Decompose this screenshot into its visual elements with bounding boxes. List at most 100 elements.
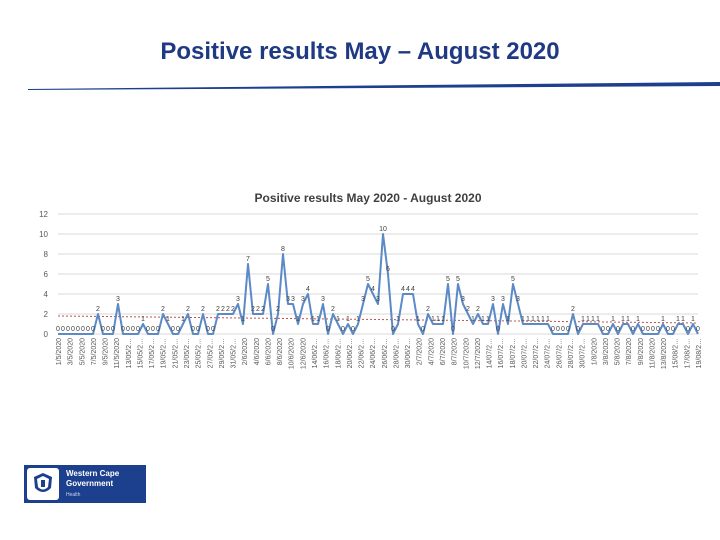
x-tick-label: 24/06/2… (370, 338, 377, 368)
data-label: 1 (166, 316, 170, 323)
logo-text-line2: Government (66, 479, 114, 488)
trendline-path (57, 315, 699, 324)
x-tick-label: 14/07/2… (487, 338, 494, 368)
x-tick-label: 1/5/2020 (56, 338, 63, 365)
x-tick-label: 20/07/2… (521, 338, 528, 368)
data-label: 3 (236, 296, 240, 303)
data-label: 1 (691, 316, 695, 323)
data-label: 3 (361, 296, 365, 303)
data-label: 0 (206, 326, 210, 333)
data-label: 0 (561, 326, 565, 333)
data-label: 0 (671, 326, 675, 333)
data-label: 2 (476, 306, 480, 313)
x-tick-label: 13/8/2020 (661, 338, 668, 369)
x-tick-label: 15/08/2… (673, 338, 680, 368)
data-label: 1 (681, 316, 685, 323)
data-label: 0 (151, 326, 155, 333)
x-tick-label: 4/6/2020 (254, 338, 261, 365)
data-label: 1 (676, 316, 680, 323)
data-label: 0 (351, 326, 355, 333)
series-polyline (58, 233, 699, 335)
data-label: 3 (501, 296, 505, 303)
y-tick-label: 2 (44, 310, 49, 319)
x-tick-label: 21/05/2… (172, 338, 179, 368)
data-label: 2 (251, 306, 255, 313)
data-label: 0 (601, 326, 605, 333)
data-label: 1 (471, 316, 475, 323)
data-label: 1 (621, 316, 625, 323)
western-cape-government-logo: Western Cape Government Health (24, 465, 146, 503)
data-label: 2 (221, 306, 225, 313)
x-tick-label: 19/05/2… (161, 338, 168, 368)
data-label: 1 (336, 316, 340, 323)
data-label: 0 (121, 326, 125, 333)
data-label: 3 (286, 296, 290, 303)
x-tick-label: 28/07/2… (568, 338, 575, 368)
x-tick-label: 16/07/2… (498, 338, 505, 368)
data-label: 5 (366, 276, 370, 283)
x-tick-label: 3/5/2020 (68, 338, 75, 365)
x-tick-label: 23/05/2… (184, 338, 191, 368)
x-tick-label: 22/07/2… (533, 338, 540, 368)
x-tick-label: 7/8/2020 (626, 338, 633, 365)
data-label: 1 (431, 316, 435, 323)
data-label: 2 (466, 306, 470, 313)
data-label: 1 (296, 316, 300, 323)
data-label: 4 (371, 286, 375, 293)
data-label: 5 (266, 276, 270, 283)
data-label: 2 (226, 306, 230, 313)
data-label: 1 (611, 316, 615, 323)
x-tick-label: 18/07/2… (510, 338, 517, 368)
data-label: 1 (626, 316, 630, 323)
data-label: 0 (156, 326, 160, 333)
chart-title: Positive results May 2020 - August 2020 (255, 191, 482, 205)
x-tick-label: 27/05/2… (207, 338, 214, 368)
data-label: 3 (516, 296, 520, 303)
data-label: 1 (436, 316, 440, 323)
data-label: 1 (416, 316, 420, 323)
data-label: 0 (421, 326, 425, 333)
x-tick-label: 9/5/2020 (103, 338, 110, 365)
data-label: 3 (461, 296, 465, 303)
data-label: 3 (321, 296, 325, 303)
data-label: 1 (506, 316, 510, 323)
data-label: 2 (186, 306, 190, 313)
data-label: 0 (656, 326, 660, 333)
data-label: 1 (486, 316, 490, 323)
x-axis-ticks: 1/5/2020 3/5/2020 5/5/2020 7/5/2020 9/5/2020… (56, 338, 703, 369)
data-label: 5 (446, 276, 450, 283)
data-label: 10 (379, 226, 387, 233)
data-label: 0 (61, 326, 65, 333)
data-label: 0 (131, 326, 135, 333)
data-label: 4 (406, 286, 410, 293)
x-tick-label: 2/6/2020 (242, 338, 249, 365)
data-label: 4 (401, 286, 405, 293)
x-tick-label: 26/06/2… (382, 338, 389, 368)
x-tick-label: 16/06/2… (324, 338, 331, 368)
x-tick-label: 2/7/2020 (417, 338, 424, 365)
data-label: 2 (96, 306, 100, 313)
data-label: 0 (71, 326, 75, 333)
x-tick-label: 12/7/2020 (475, 338, 482, 369)
x-tick-label: 10/6/2020 (289, 338, 296, 369)
data-label: 0 (651, 326, 655, 333)
data-label: 2 (216, 306, 220, 313)
data-label: 0 (111, 326, 115, 333)
y-tick-label: 0 (44, 330, 49, 339)
data-label: 1 (346, 316, 350, 323)
data-label: 2 (331, 306, 335, 313)
data-label: 4 (411, 286, 415, 293)
data-label: 0 (196, 326, 200, 333)
y-tick-label: 4 (44, 290, 49, 299)
data-label: 1 (311, 316, 315, 323)
x-tick-label: 6/7/2020 (440, 338, 447, 365)
data-label: 0 (696, 326, 700, 333)
x-tick-label: 5/5/2020 (79, 338, 86, 365)
data-label: 0 (211, 326, 215, 333)
x-tick-label: 8/7/2020 (452, 338, 459, 365)
x-tick-label: 17/08/2… (684, 338, 691, 368)
positive-results-chart: Positive results May 2020 - August 2020 … (39, 191, 703, 369)
x-tick-label: 7/5/2020 (91, 338, 98, 365)
data-label: 0 (91, 326, 95, 333)
